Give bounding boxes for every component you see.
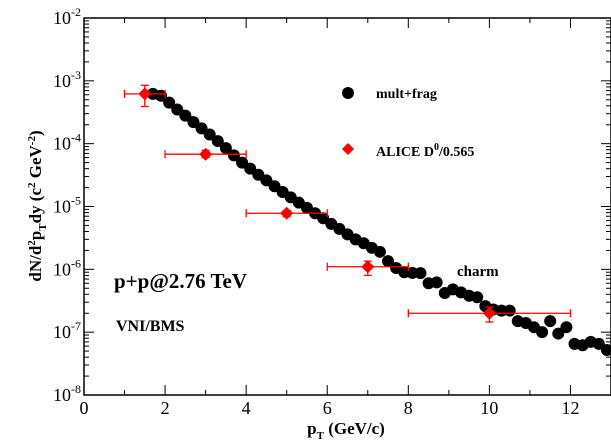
mult-frag-point xyxy=(471,291,484,304)
data-marks xyxy=(123,84,611,357)
y-tick-base: 10 xyxy=(53,8,71,28)
x-title-rest: (GeV/c) xyxy=(324,419,385,438)
alice-point xyxy=(361,260,375,274)
legend-marker-alice xyxy=(342,143,354,155)
y-axis-title: dN/d2pTdy (c2 GeV-2) xyxy=(26,130,49,281)
legend-label-mult-frag: mult+frag xyxy=(376,87,437,102)
y-tick-exp: -5 xyxy=(71,194,81,208)
mult-frag-point xyxy=(211,135,224,148)
x-tick-label: 0 xyxy=(80,398,89,418)
y-tick-exp: -2 xyxy=(71,5,81,19)
alice-point xyxy=(280,206,294,220)
mult-frag-point xyxy=(179,109,192,122)
y-title-part: 2 xyxy=(26,182,38,188)
mult-frag-point xyxy=(187,116,200,129)
y-title-part: GeV xyxy=(26,144,45,182)
mult-frag-point xyxy=(227,149,240,162)
collision-annotation: p+p@2.76 TeV xyxy=(114,269,247,293)
y-tick-label: 10-4 xyxy=(53,131,81,154)
y-tick-base: 10 xyxy=(53,259,71,279)
y-title-part: T xyxy=(37,223,49,231)
legend-marker-mult-frag xyxy=(342,87,354,99)
legend-alice-rest: /0.565 xyxy=(438,145,474,160)
alice-point xyxy=(482,306,496,320)
mult-frag-point xyxy=(414,267,427,280)
x-tick-label: 8 xyxy=(404,398,413,418)
alice-point xyxy=(199,147,213,161)
x-tick-label: 10 xyxy=(480,398,498,418)
legend-alice-main: ALICE D xyxy=(376,145,434,160)
x-tick-label: 2 xyxy=(161,398,170,418)
x-tick-label: 4 xyxy=(242,398,251,418)
y-tick-exp: -7 xyxy=(71,319,81,333)
y-tick-base: 10 xyxy=(53,134,71,154)
y-tick-exp: -8 xyxy=(71,382,81,396)
mult-frag-point xyxy=(373,245,386,258)
plot-frame xyxy=(83,17,611,396)
model-annotation: VNI/BMS xyxy=(116,318,185,335)
legend: mult+frag ALICE D0/0.565 xyxy=(342,87,474,160)
mult-frag-point xyxy=(430,276,443,289)
mult-frag-point xyxy=(203,128,216,141)
mult-frag-point xyxy=(155,89,168,102)
mult-frag-point xyxy=(552,327,565,340)
x-title-main: p xyxy=(307,419,316,438)
x-title-sub: T xyxy=(317,430,325,440)
mult-frag-point xyxy=(503,304,516,317)
y-title-part: p xyxy=(26,231,45,240)
mult-frag-point xyxy=(382,255,395,268)
y-tick-label: 10-5 xyxy=(53,194,81,217)
x-tick-label: 12 xyxy=(561,398,579,418)
y-tick-exp: -3 xyxy=(71,68,81,82)
mult-frag-point xyxy=(544,315,557,328)
y-tick-label: 10-7 xyxy=(53,319,81,342)
y-tick-base: 10 xyxy=(53,197,71,217)
mult-frag-point xyxy=(536,326,549,339)
mult-frag-point xyxy=(163,96,176,109)
mult-frag-point xyxy=(600,344,611,357)
y-tick-label: 10-6 xyxy=(53,256,81,279)
y-tick-base: 10 xyxy=(53,385,71,405)
y-title-part: -2 xyxy=(26,136,38,146)
y-title-part: dy (c xyxy=(26,188,45,224)
x-axis-title: pT (GeV/c) xyxy=(307,419,385,440)
axis-ticks xyxy=(83,18,611,396)
y-tick-exp: -6 xyxy=(71,256,81,270)
legend-label-alice: ALICE D0/0.565 xyxy=(376,142,474,160)
y-tick-label: 10-2 xyxy=(53,5,81,28)
y-tick-base: 10 xyxy=(53,71,71,91)
x-tick-label: 6 xyxy=(323,398,332,418)
legend-alice-sup: 0 xyxy=(434,142,439,153)
species-annotation: charm xyxy=(457,264,499,280)
y-tick-label: 10-3 xyxy=(53,68,81,91)
y-title-part: dN/d xyxy=(26,245,45,281)
y-title-part: 2 xyxy=(26,240,38,246)
alice-point xyxy=(138,87,152,101)
y-tick-exp: -4 xyxy=(71,131,81,145)
y-tick-base: 10 xyxy=(53,322,71,342)
mult-frag-point xyxy=(560,321,573,334)
y-tick-label: 10-8 xyxy=(53,382,81,405)
y-title-part: ) xyxy=(26,130,45,136)
mult-frag-point xyxy=(219,142,232,155)
